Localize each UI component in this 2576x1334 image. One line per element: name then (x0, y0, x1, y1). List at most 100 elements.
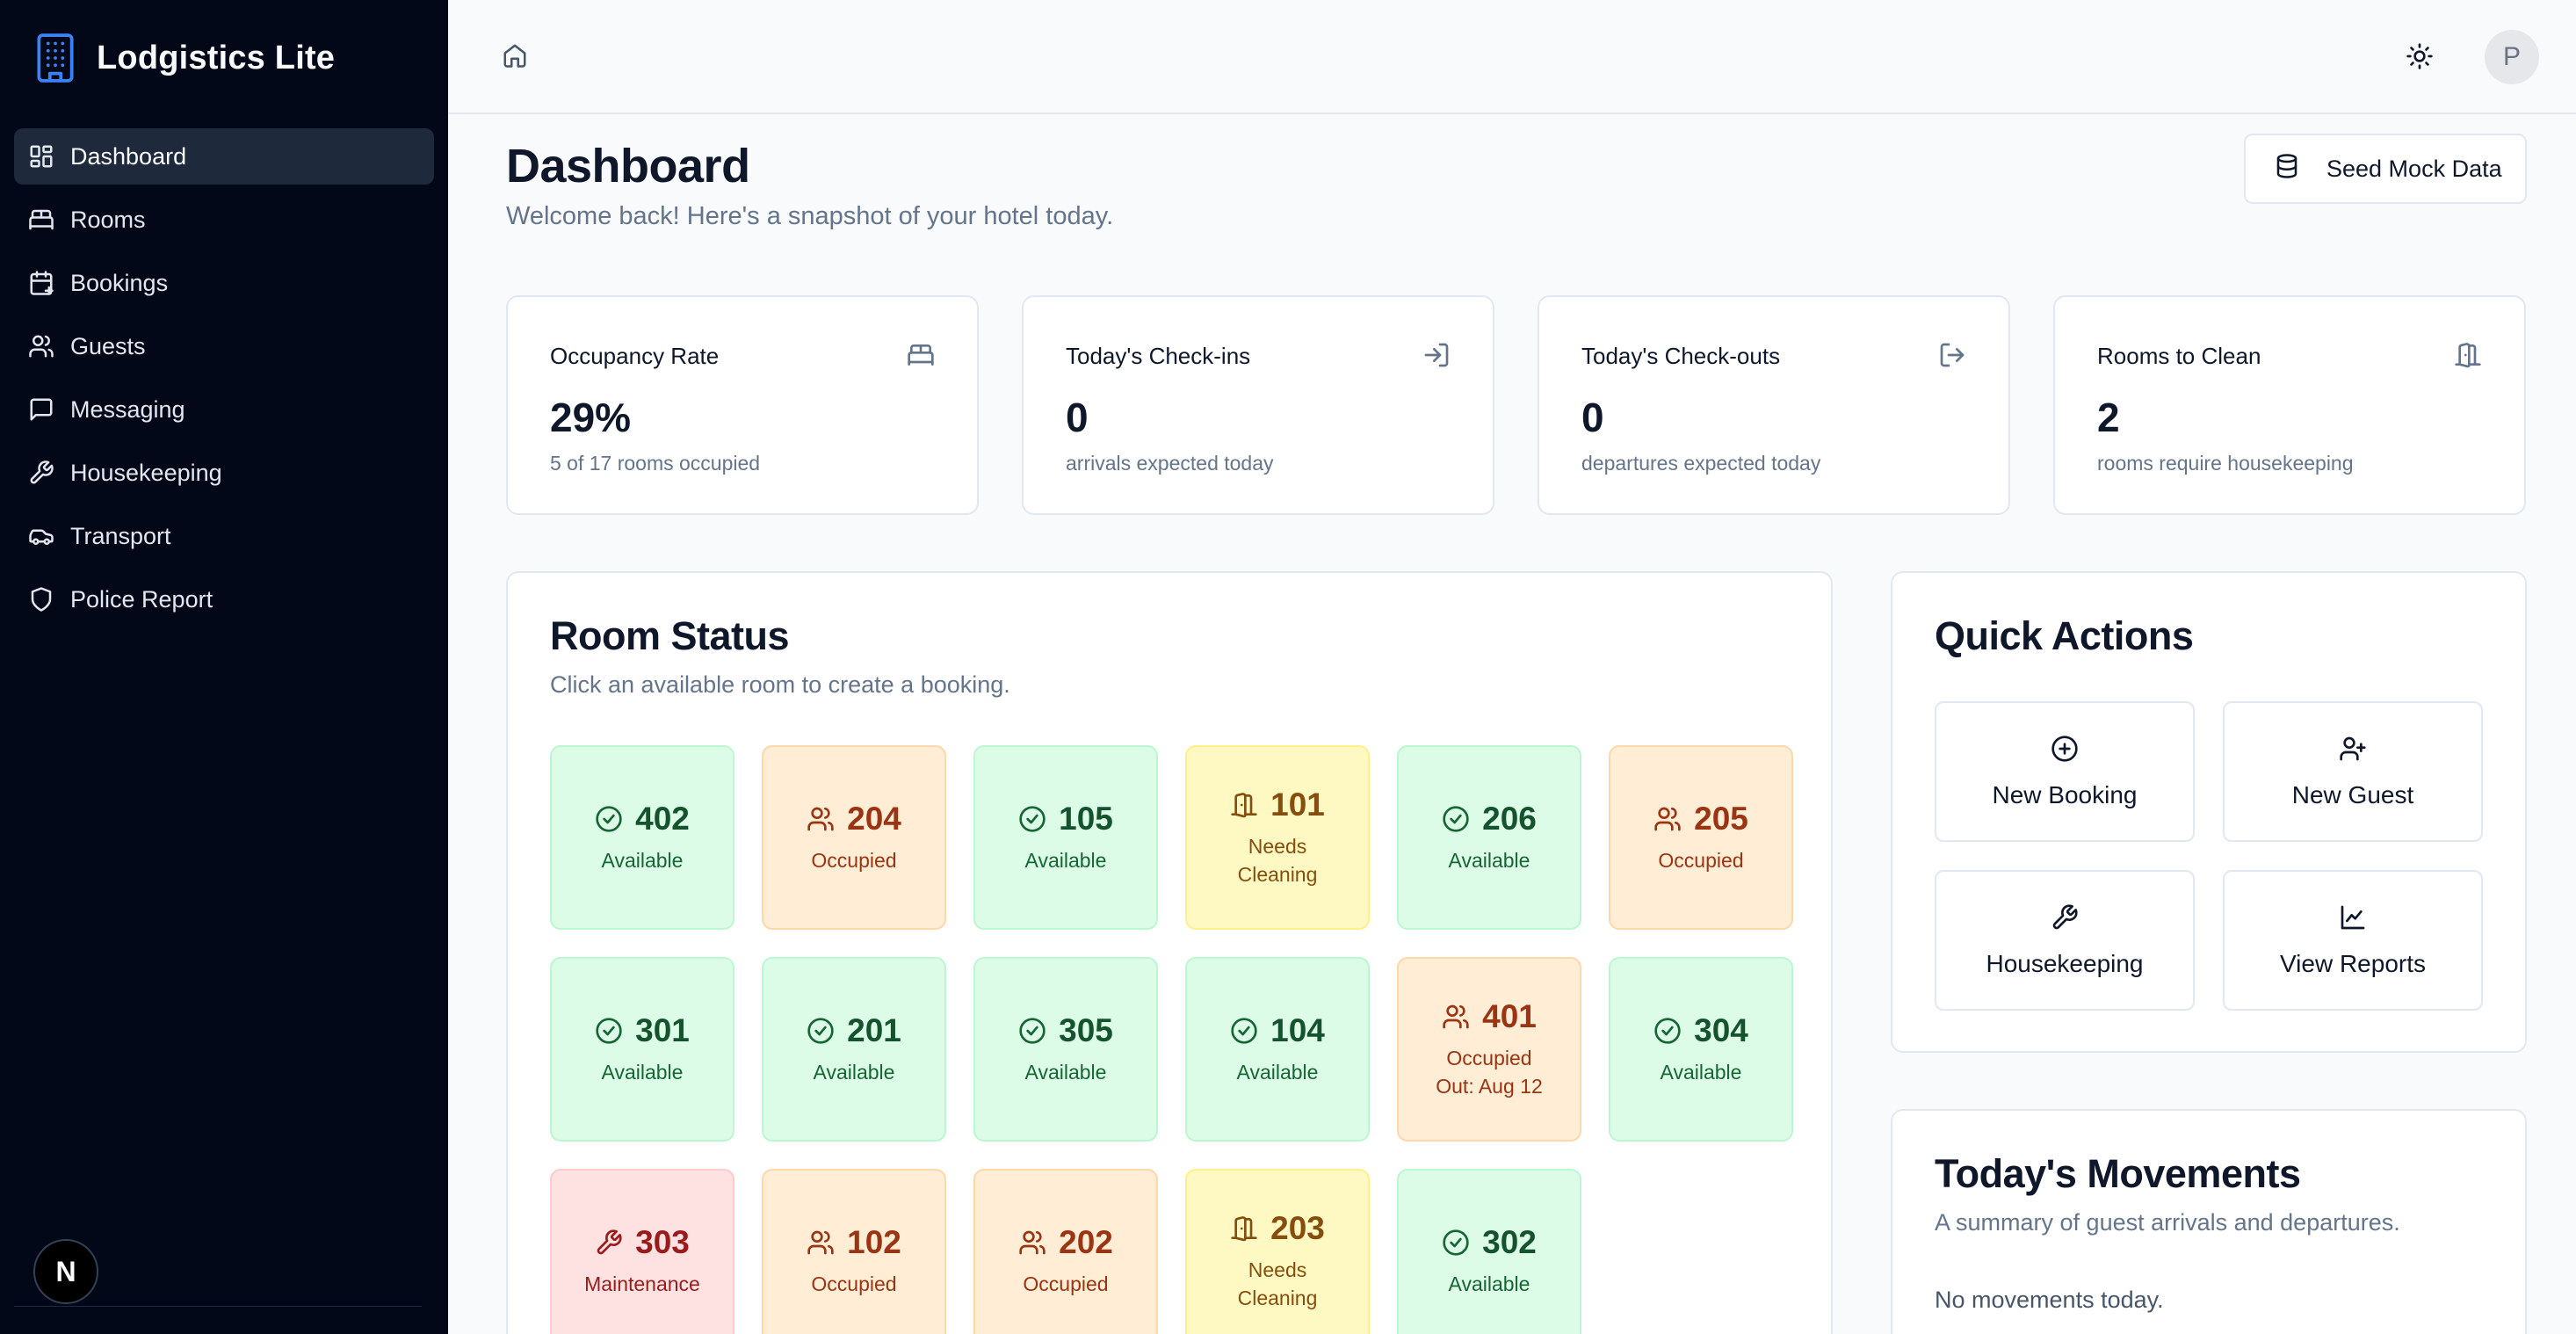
room-header: 304 (1653, 1012, 1748, 1049)
room-tile[interactable]: 401 Occupied Out: Aug 12 (1397, 957, 1581, 1142)
room-tile[interactable]: 102 Occupied (762, 1169, 946, 1334)
room-header: 302 (1442, 1224, 1537, 1261)
bed-icon (907, 341, 935, 369)
stat-card-checkouts: Today's Check-outs 0 departures expected… (1538, 295, 2010, 515)
sidebar: Lodgistics Lite Dashboard Rooms Bookings… (0, 0, 448, 1334)
room-status-label: Available (1024, 1061, 1107, 1084)
log-in-icon (1422, 341, 1451, 369)
sidebar-item-guests[interactable]: Guests (14, 318, 434, 374)
wrench-icon (2051, 903, 2079, 938)
door-icon (1230, 1214, 1258, 1243)
room-header: 206 (1442, 801, 1537, 837)
check-circle-icon (1442, 1229, 1470, 1257)
room-number: 105 (1059, 801, 1113, 837)
room-tile[interactable]: 105 Available (973, 745, 1158, 930)
room-status-label: Needs Cleaning (1237, 1258, 1318, 1309)
new-guest-button[interactable]: New Guest (2223, 701, 2483, 842)
room-number: 302 (1482, 1224, 1537, 1260)
room-tile[interactable]: 206 Available (1397, 745, 1581, 930)
stat-label: Today's Check-ins (1066, 343, 1251, 369)
room-status-label: Available (1660, 1061, 1742, 1084)
chart-icon (2339, 903, 2367, 938)
stat-label: Today's Check-outs (1581, 343, 1781, 369)
users-icon (1653, 805, 1682, 833)
room-tile[interactable]: 402 Available (550, 745, 734, 930)
room-header: 301 (595, 1012, 690, 1049)
room-tile[interactable]: 303 Maintenance (550, 1169, 734, 1334)
sidebar-item-housekeeping[interactable]: Housekeeping (14, 445, 434, 501)
room-status-label: Available (1236, 1061, 1319, 1084)
users-icon (1018, 1229, 1046, 1257)
brand[interactable]: Lodgistics Lite (33, 32, 335, 84)
sun-icon (2406, 42, 2434, 75)
check-circle-icon (807, 1017, 835, 1045)
room-number: 301 (635, 1012, 690, 1048)
room-tile[interactable]: 301 Available (550, 957, 734, 1142)
car-icon (28, 523, 54, 549)
room-number: 201 (847, 1012, 901, 1048)
room-status-label: Occupied (811, 849, 897, 872)
room-tile[interactable]: 201 Available (762, 957, 946, 1142)
room-status-label: Available (601, 1061, 684, 1084)
stat-value: 0 (1581, 395, 1604, 440)
room-header: 204 (807, 801, 901, 837)
sidebar-item-rooms[interactable]: Rooms (14, 192, 434, 248)
room-header: 203 (1230, 1210, 1325, 1247)
room-tile[interactable]: 305 Available (973, 957, 1158, 1142)
next-dev-badge[interactable]: N (33, 1239, 98, 1304)
new-booking-button[interactable]: New Booking (1935, 701, 2195, 842)
stat-card-checkins: Today's Check-ins 0 arrivals expected to… (1022, 295, 1494, 515)
room-tile[interactable]: 101 Needs Cleaning (1185, 745, 1370, 930)
room-number: 202 (1059, 1224, 1113, 1260)
room-header: 201 (807, 1012, 901, 1049)
sidebar-item-messaging[interactable]: Messaging (14, 381, 434, 438)
room-header: 205 (1653, 801, 1748, 837)
quick-actions-title: Quick Actions (1935, 613, 2194, 658)
view-reports-button[interactable]: View Reports (2223, 870, 2483, 1011)
sidebar-item-police-report[interactable]: Police Report (14, 571, 434, 627)
room-number: 402 (635, 801, 690, 837)
message-icon (28, 396, 54, 423)
room-number: 303 (635, 1224, 690, 1260)
quick-actions-panel: Quick Actions New Booking New Guest Hous… (1891, 571, 2527, 1053)
plus-circle-icon (2051, 735, 2079, 769)
room-tile[interactable]: 205 Occupied (1609, 745, 1793, 930)
stat-note: departures expected today (1581, 452, 1821, 475)
room-tile[interactable]: 104 Available (1185, 957, 1370, 1142)
wrench-icon (28, 460, 54, 486)
room-number: 101 (1270, 787, 1325, 823)
room-header: 303 (595, 1224, 690, 1261)
room-tile[interactable]: 203 Needs Cleaning (1185, 1169, 1370, 1334)
room-status-label: Occupied (1023, 1272, 1109, 1295)
room-tile[interactable]: 302 Available (1397, 1169, 1581, 1334)
sidebar-item-bookings[interactable]: Bookings (14, 255, 434, 311)
avatar[interactable]: P (2485, 30, 2539, 84)
room-header: 101 (1230, 787, 1325, 823)
seed-button-label: Seed Mock Data (2326, 155, 2502, 182)
room-status-label: Needs Cleaning (1237, 835, 1318, 886)
sidebar-divider (14, 1306, 422, 1307)
stat-note: rooms require housekeeping (2097, 452, 2354, 475)
room-tile[interactable]: 202 Occupied (973, 1169, 1158, 1334)
topbar: P (448, 0, 2576, 114)
room-tile[interactable]: 204 Occupied (762, 745, 946, 930)
view-reports-label: View Reports (2279, 949, 2426, 977)
sidebar-item-label: Transport (70, 522, 171, 549)
seed-mock-data-button[interactable]: Seed Mock Data (2244, 134, 2527, 204)
room-checkout-date: Out: Aug 12 (1436, 1075, 1543, 1098)
theme-toggle-button[interactable] (2395, 33, 2444, 83)
room-number: 104 (1270, 1012, 1325, 1048)
housekeeping-button[interactable]: Housekeeping (1935, 870, 2195, 1011)
sidebar-item-transport[interactable]: Transport (14, 508, 434, 564)
sidebar-item-dashboard[interactable]: Dashboard (14, 128, 434, 185)
home-button[interactable] (488, 37, 541, 77)
stat-note: 5 of 17 rooms occupied (550, 452, 761, 475)
stat-value: 29% (550, 395, 632, 440)
check-circle-icon (1018, 805, 1046, 833)
stat-card-rooms-to-clean: Rooms to Clean 2 rooms require housekeep… (2053, 295, 2526, 515)
room-header: 104 (1230, 1012, 1325, 1049)
room-header: 305 (1018, 1012, 1113, 1049)
room-tile[interactable]: 304 Available (1609, 957, 1793, 1142)
movements-empty-text: No movements today. (1935, 1287, 2164, 1313)
todays-movements-panel: Today's Movements A summary of guest arr… (1891, 1109, 2527, 1334)
